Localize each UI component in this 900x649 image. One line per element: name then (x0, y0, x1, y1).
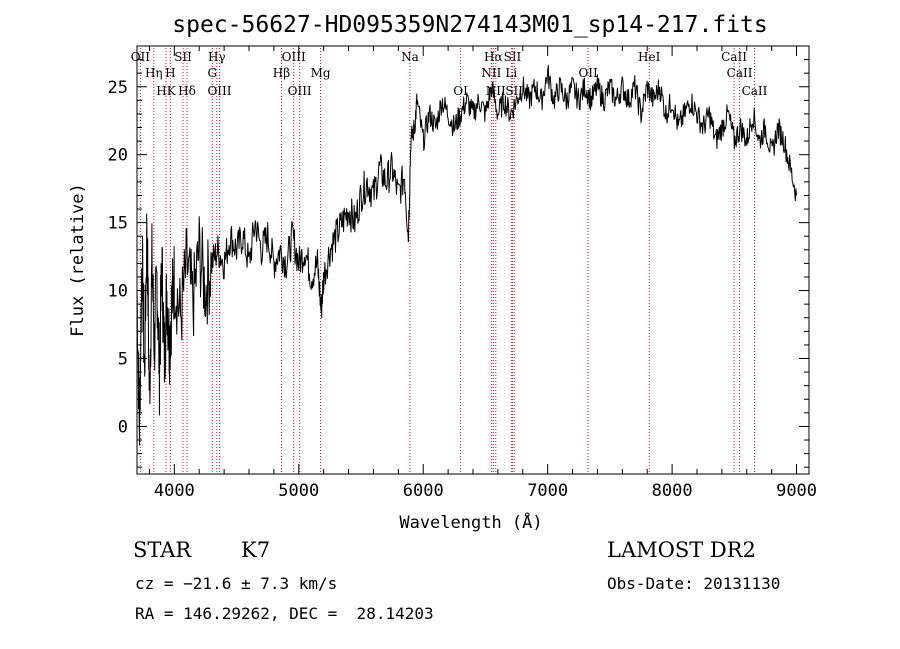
spectral-line-label: Mg (311, 66, 331, 80)
spectral-line-label: SII (505, 84, 523, 98)
x-tick-label: 4000 (154, 481, 195, 501)
spectral-line-label: OIII (282, 50, 306, 64)
spectral-line-label: Hη (145, 66, 163, 80)
plot-frame (136, 45, 810, 475)
spectral-line-label: HK (156, 84, 176, 98)
x-axis-title: Wavelength (Å) (399, 511, 542, 533)
y-tick-label: 10 (108, 282, 128, 302)
velocity-readout: cz = −21.6 ± 7.3 km/s (135, 574, 338, 593)
chart-title: spec-56627-HD095359N274143M01_sp14-217.f… (172, 12, 767, 38)
spectral-line-label: SII (174, 50, 192, 64)
y-axis-title: Flux (relative) (68, 183, 88, 337)
spectral-line-label: H (165, 66, 175, 80)
spectral-line-label: CaII (721, 50, 747, 64)
spectral-line-label: Hγ (208, 50, 226, 64)
spectral-line-label: Hα (484, 50, 503, 64)
x-tick-label: 7000 (527, 481, 568, 501)
spectral-line-label: HeI (638, 50, 661, 64)
coordinates: RA = 146.29262, DEC = 28.14203 (135, 604, 434, 623)
spectral-line-label: G (207, 66, 217, 80)
survey-name: LAMOST DR2 (607, 538, 756, 562)
flux-line (136, 64, 798, 446)
spectral-line-label: OII (131, 50, 151, 64)
y-tick-label: 0 (118, 417, 128, 437)
x-tick-label: 8000 (652, 481, 693, 501)
spectral-line-label: Li (505, 66, 517, 80)
spectral-subclass: K7 (241, 538, 271, 562)
x-tick-label: 6000 (403, 481, 444, 501)
y-tick-label: 25 (108, 78, 128, 98)
axes: 4000 5000 6000 7000 8000 9000 0 5 10 15 20 25 (108, 46, 817, 501)
spectral-line-label: OII (578, 66, 598, 80)
y-tick-label: 15 (108, 214, 128, 234)
spectral-line-label: OIII (207, 84, 231, 98)
obs-date: Obs-Date: 20131130 (607, 574, 781, 593)
spectral-line-label: SII (504, 50, 522, 64)
spectral-line-label: Hδ (178, 84, 196, 98)
spectral-line-label: CaII (742, 84, 768, 98)
spectral-line-label: NII (481, 66, 501, 80)
y-tick-label: 20 (108, 146, 128, 166)
x-tick-label: 9000 (776, 481, 817, 501)
spectral-line-label: CaII (727, 66, 753, 80)
x-tick-label: 5000 (278, 481, 319, 501)
spectral-line-label: Na (401, 50, 419, 64)
object-type: STAR (133, 538, 192, 562)
spectral-line-label: Hβ (273, 66, 290, 80)
y-tick-label: 5 (118, 350, 128, 370)
spectral-line-markers: OII Hη H HK Hδ SII Hγ G OIII OIII Hβ OIII Mg Na OI Hα NI… (131, 48, 768, 474)
spectral-line-label: OI (453, 84, 468, 98)
flux-series (136, 64, 798, 446)
spectral-line-label: OIII (288, 84, 312, 98)
